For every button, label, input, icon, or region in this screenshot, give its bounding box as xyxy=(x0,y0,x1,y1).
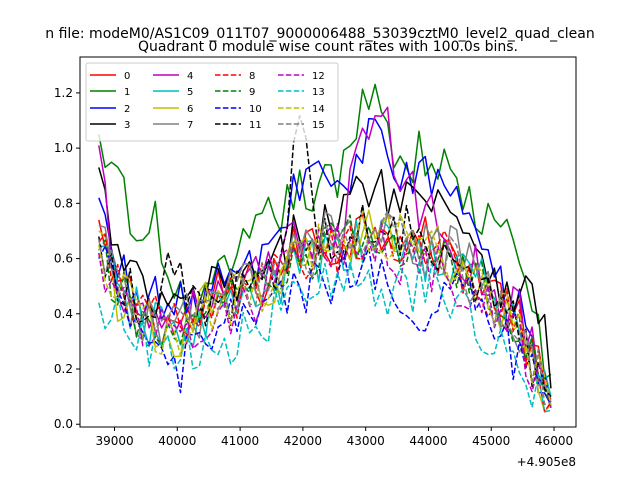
x-tick-label: 42000 xyxy=(284,434,322,448)
y-axis: 0.0 0.2 0.4 0.6 0.8 1.0 1.2 xyxy=(54,86,80,431)
series-line-10 xyxy=(98,245,552,408)
x-tick-label: 43000 xyxy=(347,434,385,448)
legend-label-11: 11 xyxy=(249,120,262,131)
y-tick-label: 1.2 xyxy=(54,86,73,100)
x-tick-label: 39000 xyxy=(95,434,133,448)
legend-label-9: 9 xyxy=(249,87,255,98)
x-tick-label: 44000 xyxy=(409,434,447,448)
legend-label-0: 0 xyxy=(124,71,130,82)
y-tick-label: 0.0 xyxy=(54,417,73,431)
y-tick-label: 0.4 xyxy=(54,307,73,321)
x-offset-label: +4.905e8 xyxy=(517,455,576,469)
legend-label-12: 12 xyxy=(312,71,325,82)
series-line-2 xyxy=(98,117,552,406)
y-tick-label: 0.2 xyxy=(54,362,73,376)
series-line-11 xyxy=(98,115,552,398)
x-tick-label: 41000 xyxy=(221,434,259,448)
y-tick-label: 0.8 xyxy=(54,196,73,210)
legend-label-4: 4 xyxy=(187,71,193,82)
x-axis: 39000 40000 41000 42000 43000 44000 45000 46000 xyxy=(95,427,573,448)
legend-label-2: 2 xyxy=(124,104,130,115)
x-tick-label: 46000 xyxy=(535,434,573,448)
chart-suptitle: n file: modeM0/AS1C09_011T07_9000006488_… xyxy=(45,26,594,42)
legend-label-15: 15 xyxy=(312,120,325,131)
series-group xyxy=(98,83,552,413)
series-line-12 xyxy=(98,221,552,408)
legend-label-10: 10 xyxy=(249,104,262,115)
legend-label-8: 8 xyxy=(249,71,255,82)
chart-title: Quadrant 0 module wise count rates with … xyxy=(138,39,518,55)
legend-label-5: 5 xyxy=(187,87,193,98)
legend-label-7: 7 xyxy=(187,120,193,131)
series-line-15 xyxy=(98,210,552,406)
series-line-7 xyxy=(98,205,552,403)
legend-label-6: 6 xyxy=(187,104,193,115)
x-tick-label: 45000 xyxy=(472,434,510,448)
plot-frame xyxy=(79,56,577,428)
legend-label-3: 3 xyxy=(124,120,130,131)
series-line-13 xyxy=(98,261,552,413)
x-tick-label: 40000 xyxy=(158,434,196,448)
y-tick-label: 0.6 xyxy=(54,252,73,266)
legend-label-1: 1 xyxy=(124,87,130,98)
legend-frame xyxy=(85,62,339,142)
legend-label-14: 14 xyxy=(312,104,325,115)
series-line-9 xyxy=(98,214,552,406)
series-line-14 xyxy=(98,210,552,406)
y-tick-label: 1.0 xyxy=(54,141,73,155)
legend-label-13: 13 xyxy=(312,87,325,98)
